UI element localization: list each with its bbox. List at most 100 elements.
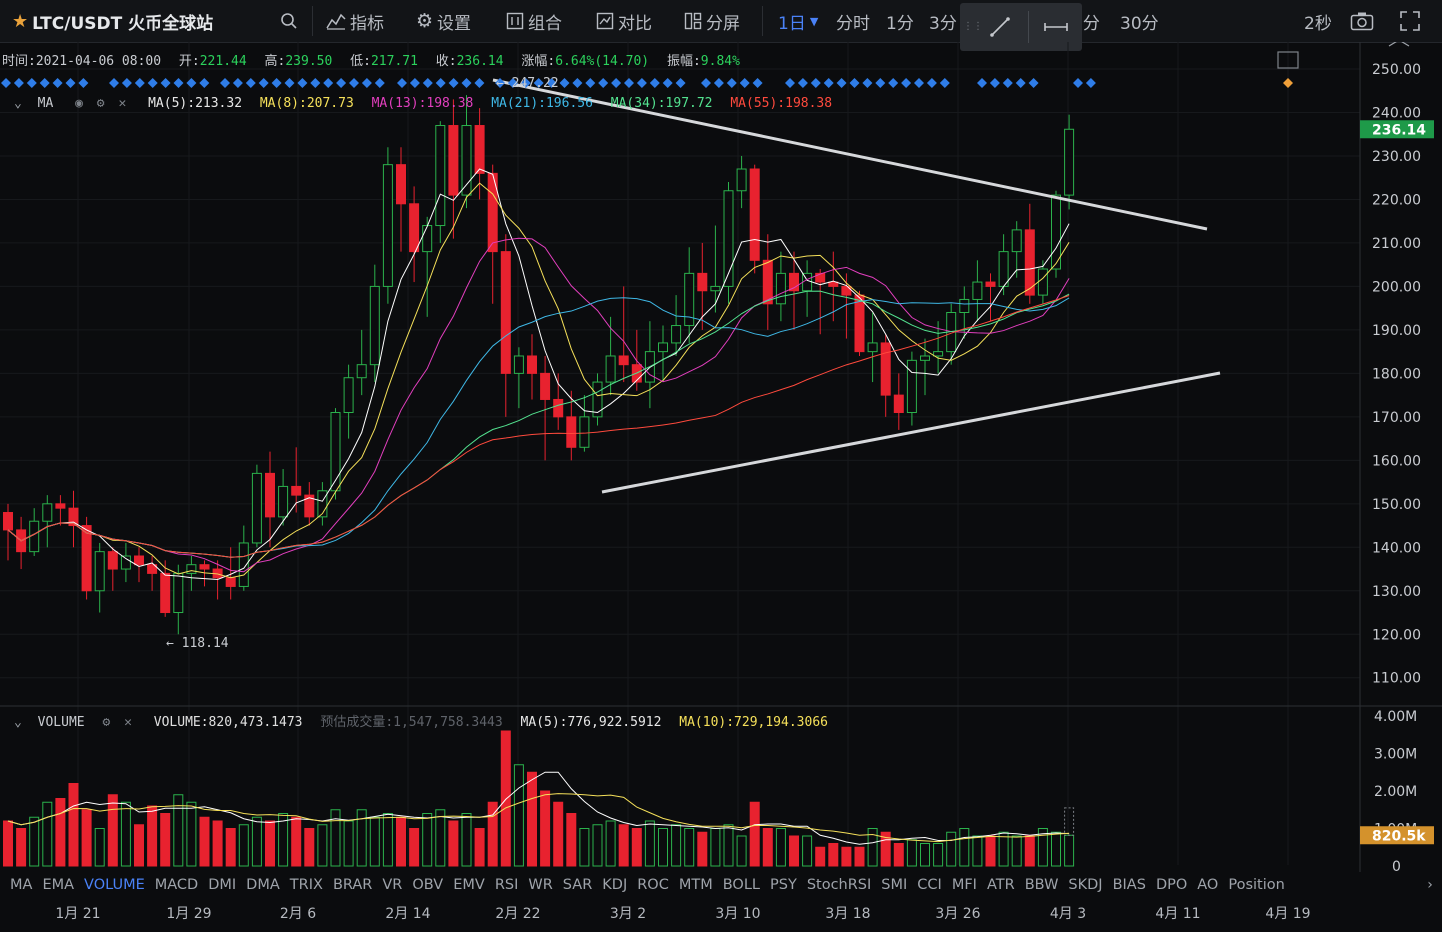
estimated-volume-bar <box>1064 807 1075 836</box>
indicator-tab-psy[interactable]: PSY <box>770 877 797 893</box>
upper-trendline[interactable] <box>492 78 1208 231</box>
signal-marker <box>1015 78 1026 88</box>
volume-bar <box>789 835 799 867</box>
indicator-tab-trix[interactable]: TRIX <box>289 877 323 893</box>
indicator-tab-smi[interactable]: SMI <box>881 877 908 893</box>
volume-bar <box>906 839 917 867</box>
indicator-tab-kdj[interactable]: KDJ <box>602 877 628 893</box>
eye-icon[interactable]: ◉ <box>75 96 83 111</box>
drawing-list-icon[interactable] <box>1277 51 1299 69</box>
indicator-tab-ma[interactable]: MA <box>10 877 33 893</box>
indicator-tab-bbw[interactable]: BBW <box>1024 877 1059 893</box>
interval-3m[interactable]: 3分 <box>929 0 957 42</box>
indicator-tab-vr[interactable]: VR <box>382 877 403 893</box>
ma34-line <box>7 290 1070 558</box>
candle <box>854 294 865 353</box>
collapse-chevron-icon[interactable]: ⌄ <box>14 96 22 111</box>
collapse-up-icon[interactable] <box>1388 42 1410 47</box>
indicator-tab-volume[interactable]: VOLUME <box>84 877 145 893</box>
candle <box>186 564 197 574</box>
open-label: 开: <box>178 54 200 69</box>
candle <box>94 551 105 592</box>
indicator-tab-cci[interactable]: CCI <box>917 877 942 893</box>
time-label: 时间: <box>2 54 36 69</box>
horizontal-line-tool[interactable] <box>1034 9 1078 45</box>
indicator-tab-emv[interactable]: EMV <box>453 877 485 893</box>
interval-1d-label: 1日 <box>778 13 806 34</box>
indicator-tab-roc[interactable]: ROC <box>637 877 669 893</box>
drag-handle[interactable]: ⋮⋮ <box>963 21 983 32</box>
tabs-scroll-right[interactable]: › <box>1427 877 1433 893</box>
candle <box>278 485 289 518</box>
candle <box>422 225 433 253</box>
indicator-tab-sar[interactable]: SAR <box>562 877 593 893</box>
volume-legend-name: VOLUME <box>37 715 85 730</box>
price-axis-label: 210.00 <box>1372 236 1421 252</box>
volume-bar <box>422 813 433 867</box>
combo-button[interactable]: 组合 <box>506 0 562 42</box>
search-button[interactable] <box>280 0 298 42</box>
candle <box>553 398 564 418</box>
signal-marker <box>1028 78 1039 88</box>
indicator-tab-brar[interactable]: BRAR <box>332 877 373 893</box>
volume-bar <box>278 813 289 867</box>
indicator-tab-mfi[interactable]: MFI <box>951 877 977 893</box>
interval-1d[interactable]: 1日 ▼ <box>778 0 818 42</box>
indicator-tab-macd[interactable]: MACD <box>154 877 199 893</box>
gear-icon[interactable]: ⚙ <box>102 715 111 730</box>
top-toolbar: ★ LTC/USDT 火币全球站 指标 ⚙ 设置 组合 对比 分屏 1日 ▼ 分… <box>0 0 1442 51</box>
signal-marker <box>349 78 359 88</box>
indicator-tab-wr[interactable]: WR <box>528 877 553 893</box>
interval-timeline[interactable]: 分时 <box>836 0 870 42</box>
collapse-chevron-icon[interactable]: ⌄ <box>14 715 22 730</box>
candle <box>775 272 786 305</box>
estimated-volume: 预估成交量:1,547,758.3443 <box>320 715 503 730</box>
interval-1m[interactable]: 1分 <box>886 0 914 42</box>
compare-button[interactable]: 对比 <box>596 0 652 42</box>
chevron-down-icon: ▼ <box>809 14 819 28</box>
indicator-tab-dma[interactable]: DMA <box>246 877 280 893</box>
signal-marker <box>199 78 210 88</box>
indicator-tab-atr[interactable]: ATR <box>986 877 1015 893</box>
signal-marker <box>495 78 505 88</box>
combo-label: 组合 <box>528 13 562 34</box>
indicator-tab-obv[interactable]: OBV <box>412 877 444 893</box>
signal-marker <box>461 78 472 88</box>
signal-marker <box>675 78 686 88</box>
indicator-tab-boll[interactable]: BOLL <box>722 877 760 893</box>
lower-trendline[interactable] <box>601 371 1221 494</box>
signal-marker <box>598 78 609 88</box>
interval-30m[interactable]: 30分 <box>1120 0 1159 42</box>
current-volume-badge <box>1360 826 1434 845</box>
price-axis-label: 180.00 <box>1372 366 1421 382</box>
indicator-tab-dpo[interactable]: DPO <box>1155 877 1188 893</box>
ma-legend-name: MA <box>37 96 54 111</box>
indicator-tab-skdj[interactable]: SKDJ <box>1068 877 1103 893</box>
trend-line-tool[interactable] <box>978 9 1022 45</box>
indicator-tab-position[interactable]: Position <box>1228 877 1285 893</box>
indicator-button[interactable]: 指标 <box>326 0 384 42</box>
volume-bar <box>212 820 223 867</box>
star-icon[interactable]: ★ <box>12 10 29 32</box>
close-icon[interactable]: ✕ <box>124 715 132 730</box>
chart-canvas[interactable]: ← 247.22 ← 118.14 250.00 240.00 230.00 220.00… <box>0 42 1442 872</box>
indicator-tab-rsi[interactable]: RSI <box>494 877 519 893</box>
indicator-tab-stochrsi[interactable]: StochRSI <box>806 877 872 893</box>
candle <box>369 285 380 366</box>
indicator-tab-ema[interactable]: EMA <box>42 877 75 893</box>
volume-bar <box>1037 828 1048 867</box>
screenshot-button[interactable] <box>1350 0 1374 42</box>
split-screen-button[interactable]: 分屏 <box>684 0 740 42</box>
settings-button[interactable]: ⚙ 设置 <box>416 0 471 42</box>
fullscreen-button[interactable] <box>1400 0 1420 42</box>
candle <box>815 272 826 283</box>
indicator-tab-mtm[interactable]: MTM <box>678 877 713 893</box>
gear-icon[interactable]: ⚙ <box>96 96 105 111</box>
indicator-tab-ao[interactable]: AO <box>1197 877 1219 893</box>
signal-marker <box>823 78 834 88</box>
indicator-tab-dmi[interactable]: DMI <box>208 877 237 893</box>
close-icon[interactable]: ✕ <box>118 96 127 111</box>
indicator-tab-bias[interactable]: BIAS <box>1112 877 1146 893</box>
symbol-title[interactable]: ★ LTC/USDT 火币全球站 <box>12 0 213 42</box>
signal-marker <box>121 78 132 88</box>
